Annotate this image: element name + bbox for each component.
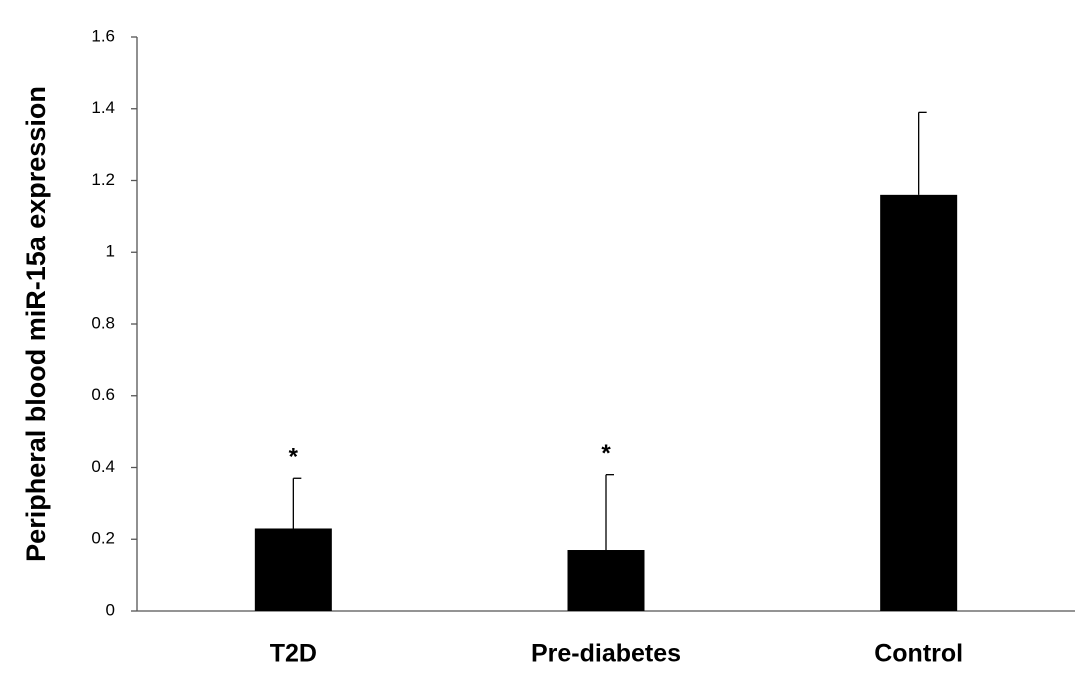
- annotation: *: [289, 444, 299, 471]
- y-tick-label: 0.8: [91, 313, 115, 332]
- bar: [567, 550, 645, 611]
- y-tick-label: 0.2: [91, 529, 115, 548]
- x-tick-label: Pre-diabetes: [531, 640, 681, 668]
- annotation: *: [601, 440, 611, 467]
- y-tick-label: 0: [106, 600, 115, 619]
- x-tick-label: T2D: [270, 640, 317, 668]
- bar: [880, 194, 958, 611]
- bar: [254, 528, 332, 611]
- y-tick-label: 1.6: [91, 26, 115, 45]
- y-axis-label: Peripheral blood miR-15a expression: [21, 86, 51, 562]
- y-tick-label: 0.6: [91, 385, 115, 404]
- y-tick-label: 0.4: [91, 457, 115, 476]
- y-tick-label: 1.4: [91, 98, 115, 117]
- y-tick-label: 1.2: [91, 170, 115, 189]
- y-tick-label: 1: [106, 242, 115, 261]
- x-tick-label: Control: [874, 640, 963, 668]
